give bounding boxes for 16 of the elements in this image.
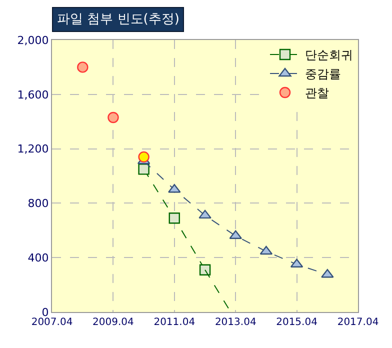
y-tick-label: 1,200 (17, 142, 49, 156)
x-tick-label: 2007.04 (31, 317, 73, 328)
y-tick-label: 1,600 (17, 88, 49, 102)
x-tick-label: 2011.04 (154, 317, 196, 328)
chart-title: 파일 첨부 빈도(추정) (57, 12, 180, 27)
x-tick-label: 2017.04 (337, 317, 379, 328)
y-tick-label: 800 (28, 197, 49, 210)
y-tick-label: 2,000 (17, 34, 49, 47)
y-tick-label: 400 (28, 251, 49, 264)
legend-label: 관찰 (305, 86, 329, 100)
x-tick-label: 2015.04 (276, 317, 318, 328)
x-tick-label: 2009.04 (92, 317, 134, 328)
legend-label: 단순회귀 (305, 48, 353, 62)
legend-label: 중감률 (305, 67, 341, 82)
y-tick-label: 0 (42, 306, 49, 319)
x-tick-label: 2013.04 (214, 317, 256, 328)
